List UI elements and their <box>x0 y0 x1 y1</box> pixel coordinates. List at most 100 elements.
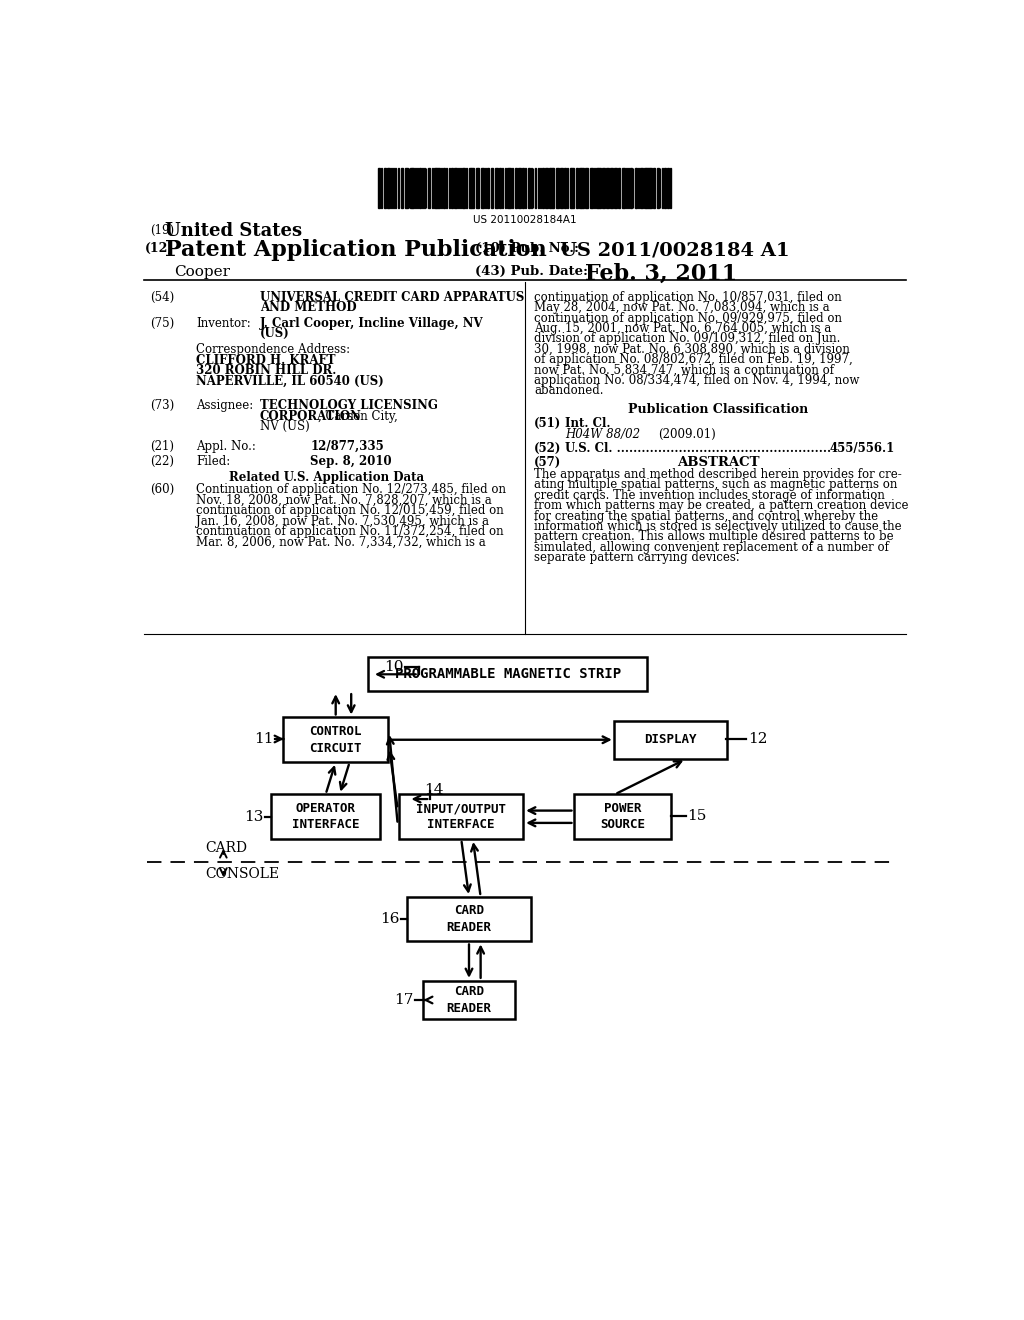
Bar <box>397 168 399 207</box>
Bar <box>509 168 511 207</box>
Bar <box>665 168 666 207</box>
Text: (57): (57) <box>535 455 561 469</box>
Bar <box>575 168 579 207</box>
Bar <box>540 168 541 207</box>
Text: abandoned.: abandoned. <box>535 384 603 397</box>
Text: Sep. 8, 2010: Sep. 8, 2010 <box>310 455 392 467</box>
Text: (51): (51) <box>535 417 561 430</box>
Bar <box>586 168 589 207</box>
Bar <box>560 168 563 207</box>
Text: The apparatus and method described herein provides for cre-: The apparatus and method described herei… <box>535 469 902 480</box>
Text: Continuation of application No. 12/273,485, filed on: Continuation of application No. 12/273,4… <box>197 483 506 496</box>
Bar <box>384 168 386 207</box>
Bar <box>388 168 390 207</box>
Text: (60): (60) <box>150 483 174 496</box>
Text: for creating the spatial patterns, and control whereby the: for creating the spatial patterns, and c… <box>535 510 879 523</box>
Text: Int. Cl.: Int. Cl. <box>565 417 610 430</box>
Text: 12/877,335: 12/877,335 <box>310 441 384 453</box>
Text: 13: 13 <box>245 809 263 824</box>
Text: AND METHOD: AND METHOD <box>260 301 356 314</box>
Bar <box>428 168 430 207</box>
Bar <box>545 168 548 207</box>
Text: 16: 16 <box>380 912 399 927</box>
Bar <box>490 168 493 207</box>
Text: continuation of application No. 09/929,975, filed on: continuation of application No. 09/929,9… <box>535 312 842 325</box>
Text: (43) Pub. Date:: (43) Pub. Date: <box>475 264 588 277</box>
Bar <box>579 168 581 207</box>
Bar <box>653 168 655 207</box>
Text: Inventor:: Inventor: <box>197 317 251 330</box>
Bar <box>271 795 380 840</box>
Text: continuation of application No. 11/372,254, filed on: continuation of application No. 11/372,2… <box>197 525 504 539</box>
Text: 320 ROBIN HILL DR.: 320 ROBIN HILL DR. <box>197 364 337 378</box>
Text: separate pattern carrying devices.: separate pattern carrying devices. <box>535 552 739 564</box>
Text: J. Carl Cooper, Incline Village, NV: J. Carl Cooper, Incline Village, NV <box>260 317 483 330</box>
Bar <box>622 168 625 207</box>
Text: Nov. 18, 2008, now Pat. No. 7,828,207, which is a: Nov. 18, 2008, now Pat. No. 7,828,207, w… <box>197 494 492 507</box>
Text: Jan. 16, 2008, now Pat. No. 7,530,495, which is a: Jan. 16, 2008, now Pat. No. 7,530,495, w… <box>197 515 489 528</box>
Bar <box>422 168 423 207</box>
Text: INPUT/OUTPUT
INTERFACE: INPUT/OUTPUT INTERFACE <box>416 803 506 832</box>
Text: United States: United States <box>165 222 302 239</box>
Text: (73): (73) <box>150 400 174 412</box>
Text: Appl. No.:: Appl. No.: <box>197 441 256 453</box>
Bar <box>644 168 646 207</box>
Bar <box>404 168 408 207</box>
Text: US 20110028184A1: US 20110028184A1 <box>473 215 577 226</box>
Text: U.S. Cl. ....................................................: U.S. Cl. ...............................… <box>565 442 831 455</box>
Bar <box>606 168 609 207</box>
Bar <box>646 168 649 207</box>
Bar <box>535 168 537 207</box>
Bar <box>410 168 412 207</box>
Bar <box>407 896 531 941</box>
Bar <box>515 168 517 207</box>
Bar <box>614 721 727 759</box>
Text: Aug. 15, 2001, now Pat. No. 6,764,005, which is a: Aug. 15, 2001, now Pat. No. 6,764,005, w… <box>535 322 831 335</box>
Text: 10: 10 <box>384 660 403 673</box>
Bar <box>507 168 509 207</box>
Bar <box>610 168 613 207</box>
Bar <box>471 168 474 207</box>
Text: information which is stored is selectively utilized to cause the: information which is stored is selective… <box>535 520 902 533</box>
Bar <box>434 168 435 207</box>
Text: PROGRAMMABLE MAGNETIC STRIP: PROGRAMMABLE MAGNETIC STRIP <box>394 668 621 681</box>
Text: NAPERVILLE, IL 60540 (US): NAPERVILLE, IL 60540 (US) <box>197 375 384 387</box>
Bar <box>480 168 483 207</box>
Bar <box>630 168 632 207</box>
Bar <box>628 168 630 207</box>
Text: (22): (22) <box>150 455 174 467</box>
Bar <box>582 168 584 207</box>
Text: division of application No. 09/109,312, filed on Jun.: division of application No. 09/109,312, … <box>535 333 841 346</box>
Text: Mar. 8, 2006, now Pat. No. 7,334,732, which is a: Mar. 8, 2006, now Pat. No. 7,334,732, wh… <box>197 536 486 548</box>
Text: OPERATOR
INTERFACE: OPERATOR INTERFACE <box>292 803 359 832</box>
Text: ABSTRACT: ABSTRACT <box>677 455 760 469</box>
Text: CONTROL
CIRCUIT: CONTROL CIRCUIT <box>309 725 361 755</box>
Bar <box>369 657 647 692</box>
Bar <box>617 168 621 207</box>
Bar <box>500 168 501 207</box>
Bar <box>466 168 467 207</box>
Bar <box>626 168 627 207</box>
Text: POWER
SOURCE: POWER SOURCE <box>600 803 645 832</box>
Text: Cooper: Cooper <box>174 264 230 279</box>
Text: simulated, allowing convenient replacement of a number of: simulated, allowing convenient replaceme… <box>535 541 889 553</box>
Bar <box>462 168 465 207</box>
Text: 14: 14 <box>424 783 443 797</box>
Text: 12: 12 <box>748 733 768 746</box>
Text: Assignee:: Assignee: <box>197 400 254 412</box>
Text: (19): (19) <box>150 224 174 236</box>
Bar <box>518 168 521 207</box>
Text: 17: 17 <box>394 993 414 1007</box>
Text: NV (US): NV (US) <box>260 420 309 433</box>
Bar <box>512 168 513 207</box>
Text: (21): (21) <box>150 441 174 453</box>
Text: Filed:: Filed: <box>197 455 230 467</box>
Bar <box>486 168 489 207</box>
Bar <box>614 168 617 207</box>
Bar <box>455 168 457 207</box>
Text: TECHNOLOGY LICENSING: TECHNOLOGY LICENSING <box>260 400 437 412</box>
Bar <box>528 168 530 207</box>
Text: CARD: CARD <box>206 841 248 855</box>
Bar <box>505 168 506 207</box>
Text: , Carson City,: , Carson City, <box>317 409 397 422</box>
